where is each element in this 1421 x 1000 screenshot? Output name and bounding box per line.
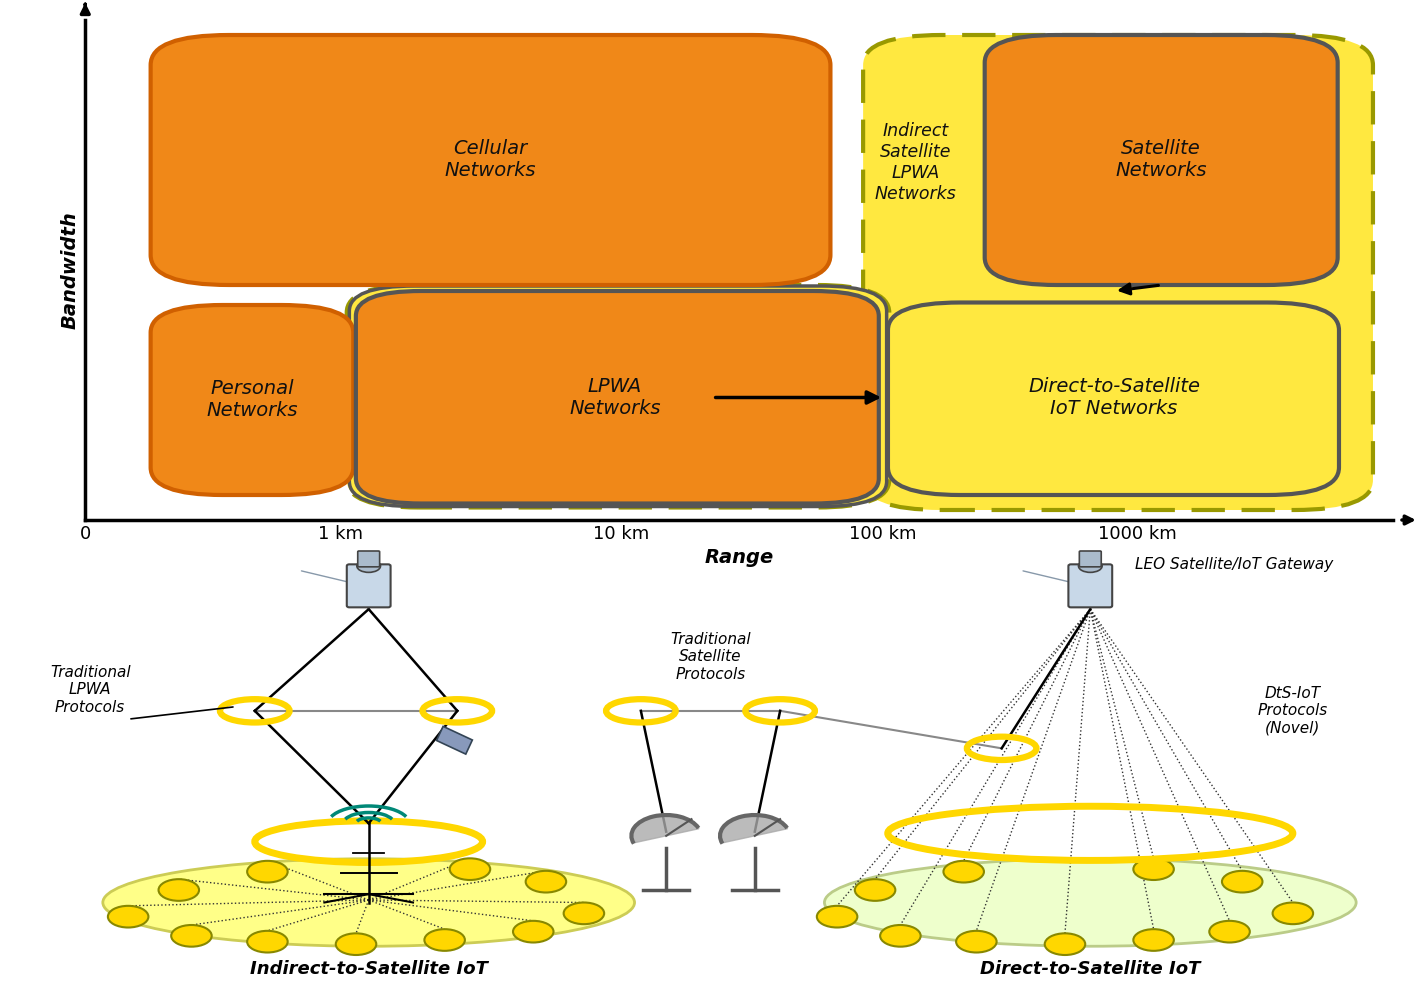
Ellipse shape	[449, 858, 490, 880]
Text: Satellite
Networks: Satellite Networks	[1115, 139, 1206, 180]
FancyBboxPatch shape	[888, 302, 1339, 495]
Polygon shape	[631, 815, 699, 843]
FancyBboxPatch shape	[358, 551, 379, 567]
Ellipse shape	[171, 925, 212, 947]
Ellipse shape	[956, 931, 996, 952]
Ellipse shape	[1134, 858, 1174, 880]
Ellipse shape	[855, 879, 895, 901]
Text: Indirect
Satellite
LPWA
Networks: Indirect Satellite LPWA Networks	[874, 122, 956, 203]
Y-axis label: Bandwidth: Bandwidth	[61, 211, 80, 329]
FancyBboxPatch shape	[985, 35, 1337, 285]
Ellipse shape	[247, 931, 287, 952]
Text: Direct-to-Satellite IoT: Direct-to-Satellite IoT	[980, 960, 1201, 978]
Polygon shape	[720, 815, 787, 843]
Ellipse shape	[1273, 902, 1313, 924]
Ellipse shape	[944, 861, 983, 883]
Text: DtS-IoT
Protocols
(Novel): DtS-IoT Protocols (Novel)	[1258, 686, 1329, 736]
FancyBboxPatch shape	[1069, 564, 1113, 607]
Ellipse shape	[824, 859, 1356, 946]
Ellipse shape	[1079, 560, 1103, 572]
Text: Personal
Networks: Personal Networks	[207, 379, 298, 420]
Ellipse shape	[159, 879, 199, 901]
Ellipse shape	[108, 906, 148, 928]
Text: Indirect-to-Satellite IoT: Indirect-to-Satellite IoT	[250, 960, 487, 978]
Ellipse shape	[1209, 921, 1250, 942]
Ellipse shape	[564, 902, 604, 924]
FancyBboxPatch shape	[347, 564, 391, 607]
FancyBboxPatch shape	[196, 417, 232, 445]
FancyArrowPatch shape	[301, 571, 347, 582]
Ellipse shape	[513, 921, 554, 942]
FancyBboxPatch shape	[151, 35, 830, 285]
FancyBboxPatch shape	[851, 115, 887, 142]
FancyBboxPatch shape	[436, 726, 472, 754]
Text: LPWA
Networks: LPWA Networks	[568, 377, 661, 418]
FancyBboxPatch shape	[1080, 551, 1101, 567]
Ellipse shape	[425, 929, 465, 951]
Ellipse shape	[335, 933, 377, 955]
X-axis label: Range: Range	[705, 548, 773, 567]
Ellipse shape	[102, 859, 635, 946]
Ellipse shape	[1044, 933, 1086, 955]
Ellipse shape	[817, 906, 857, 928]
Text: LEO Satellite/IoT Gateway: LEO Satellite/IoT Gateway	[1134, 558, 1333, 572]
FancyBboxPatch shape	[355, 291, 878, 504]
Ellipse shape	[526, 871, 566, 893]
FancyBboxPatch shape	[151, 305, 354, 495]
Text: Traditional
LPWA
Protocols: Traditional LPWA Protocols	[50, 665, 131, 715]
Text: Direct-to-Satellite
IoT Networks: Direct-to-Satellite IoT Networks	[1029, 377, 1201, 418]
Ellipse shape	[1134, 929, 1174, 951]
Ellipse shape	[880, 925, 921, 947]
Ellipse shape	[247, 861, 287, 883]
Text: Cellular
Networks: Cellular Networks	[445, 139, 536, 180]
FancyBboxPatch shape	[863, 35, 1373, 510]
Ellipse shape	[357, 560, 381, 572]
FancyArrowPatch shape	[1023, 571, 1069, 582]
FancyBboxPatch shape	[350, 286, 887, 506]
Text: Traditional
Satellite
Protocols: Traditional Satellite Protocols	[671, 632, 750, 682]
FancyBboxPatch shape	[347, 285, 890, 508]
Ellipse shape	[1222, 871, 1262, 893]
